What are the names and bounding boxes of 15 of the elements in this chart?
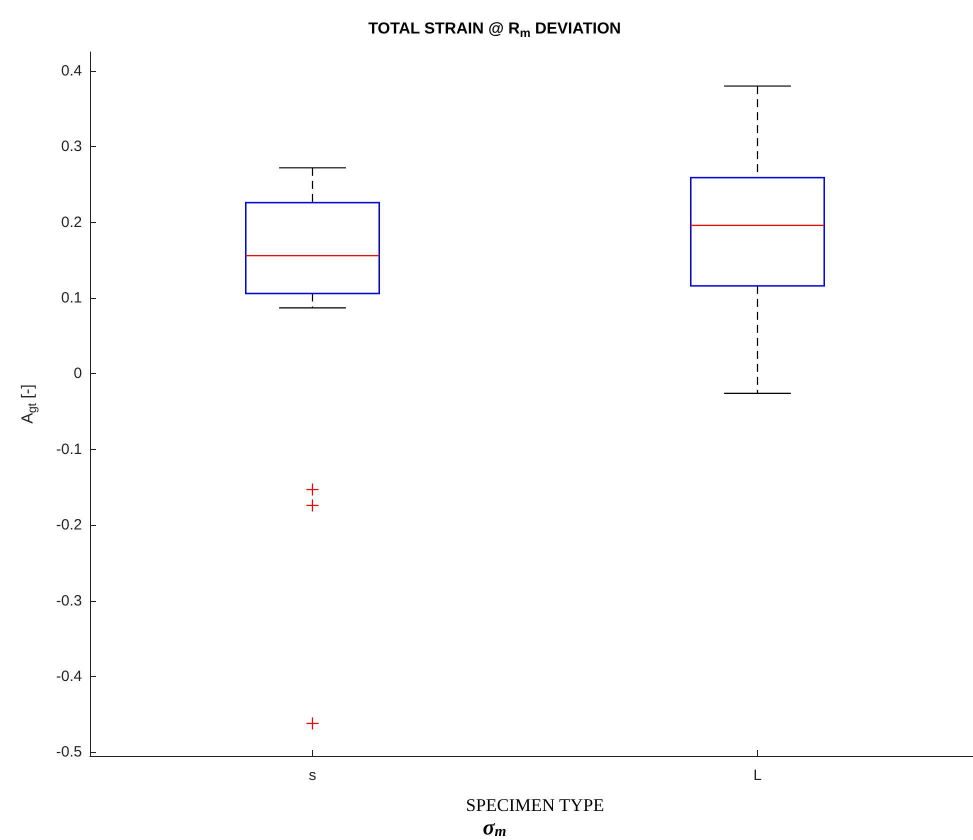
y-tick-label: -0.3	[56, 592, 82, 610]
x-axis-title: SPECIMEN TYPE	[466, 795, 604, 815]
x-tick-label: L	[753, 767, 762, 784]
y-axis-title: Agt [-]	[20, 384, 39, 424]
y-tick-label: 0.1	[61, 290, 82, 307]
y-tick-label: 0.4	[61, 62, 82, 80]
y-tick-label: 0.3	[61, 138, 82, 156]
y-tick-label: -0.5	[56, 744, 82, 761]
y-tick-label: 0	[74, 365, 82, 382]
text: σm	[482, 814, 506, 840]
y-tick-label: -0.1	[56, 440, 82, 458]
x-tick-label: s	[308, 767, 316, 784]
y-tick-label: -0.2	[56, 516, 82, 534]
y-tick-label: 0.2	[61, 214, 82, 231]
y-tick-label: -0.4	[56, 668, 82, 686]
